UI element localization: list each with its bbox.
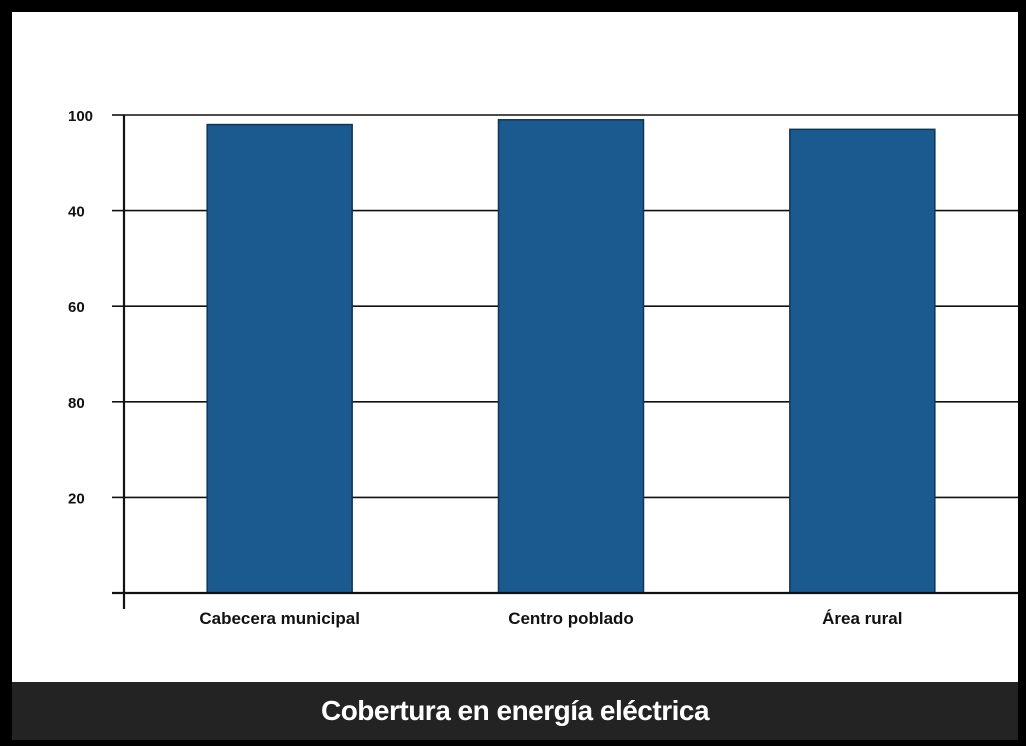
y-tick-label-20: 20 xyxy=(68,490,85,507)
x-tick-labels: Cabecera municipal Centro poblado Área rur… xyxy=(199,609,902,628)
chart-title-banner: Cobertura en energía eléctrica xyxy=(12,682,1018,740)
x-tick-label-3: Área rural xyxy=(822,609,902,628)
bar-3 xyxy=(789,128,936,594)
y-tick-label-80: 40 xyxy=(68,204,85,221)
bar-1 xyxy=(206,123,353,594)
y-tick-label-60: 60 xyxy=(68,299,85,316)
x-tick-label-2: Centro poblado xyxy=(508,609,634,628)
y-tick-label-100: 100 xyxy=(68,108,93,125)
y-tick-label-40: 80 xyxy=(68,395,85,412)
bar-2 xyxy=(497,119,645,594)
axes xyxy=(112,114,1018,609)
chart-title: Cobertura en energía eléctrica xyxy=(320,695,710,726)
bars xyxy=(206,119,936,594)
y-tick-labels: 20 80 60 40 100 xyxy=(68,108,93,507)
x-tick-label-1: Cabecera municipal xyxy=(199,609,360,628)
